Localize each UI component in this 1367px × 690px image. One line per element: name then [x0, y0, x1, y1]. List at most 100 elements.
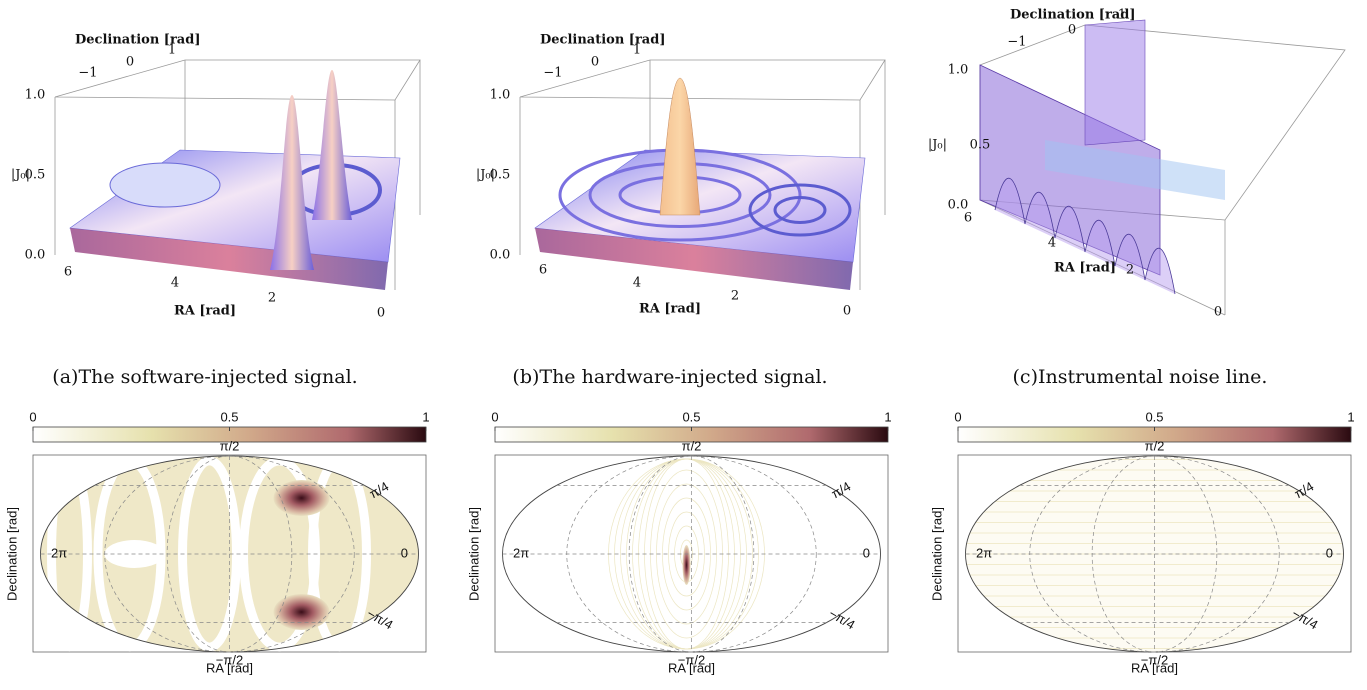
tick-label: 0 [1068, 23, 1076, 38]
tick-label: 1 [633, 43, 641, 58]
ripple [1024, 191, 1056, 239]
ring [109, 162, 221, 208]
ripple [1084, 219, 1116, 267]
lat-label: π/2 [682, 438, 702, 453]
colorbar-label: 0.5 [1145, 409, 1163, 424]
axis-label: Declination [rad] [540, 33, 665, 48]
tick-label: 6 [64, 265, 72, 280]
lon-label: 0 [401, 545, 408, 560]
contour [668, 511, 705, 597]
ripple [1054, 205, 1086, 253]
colorbar-label: 1 [884, 409, 891, 424]
colorbar-label: 0 [29, 409, 36, 424]
tick-label: −1 [1007, 35, 1026, 50]
tick-label: 0.0 [490, 248, 511, 263]
lat-label: π/2 [220, 438, 240, 453]
axis-label: Declination [rad] [75, 33, 200, 48]
tick-label: 0 [843, 304, 851, 319]
colorbar-label: 1 [1347, 409, 1354, 424]
tick-label: 1 [1118, 8, 1126, 23]
lon-label: 2π [513, 545, 529, 560]
caption: (a)The software-injected signal. [52, 366, 357, 388]
tick-label: 0 [1214, 305, 1222, 320]
tick-label: 0 [377, 306, 385, 321]
box-edge [519, 59, 886, 101]
lon-label: 2π [976, 545, 992, 560]
axis-label: |J₀| [928, 138, 947, 153]
colorbar-label: 0 [491, 409, 498, 424]
axis-label: RA [rad] [639, 302, 701, 317]
caption: (c)Instrumental noise line. [1013, 366, 1268, 388]
tick-label: 2 [731, 289, 739, 304]
ripple [1144, 247, 1176, 295]
peak [659, 77, 701, 216]
panel-3d: Declination [rad] −1 0 1 1.0 0.5 0.0 |J₀| 6 4 2 0 RA… [928, 8, 1346, 388]
caption: (b)The hardware-injected signal. [512, 366, 827, 388]
lon-label: 2π [51, 545, 67, 560]
lon-label: 0 [1326, 545, 1333, 560]
tick-label: 0.5 [490, 168, 511, 183]
colorbar-label: 0.5 [220, 409, 238, 424]
tick-label: 2 [1126, 263, 1134, 278]
tick-label: 0 [591, 55, 599, 70]
lon-label: 0 [863, 545, 870, 560]
y-axis-label: Declination [rad] [466, 507, 481, 601]
tick-label: 1.0 [948, 63, 969, 78]
box-edge [54, 59, 421, 101]
x-axis-label: RA [rad] [206, 660, 253, 675]
colorbar-label: 0.5 [682, 409, 700, 424]
tick-label: 0 [126, 55, 134, 70]
tick-label: 1.0 [490, 88, 511, 103]
panel-3d: Declination [rad] −1 0 1 1.0 0.5 0.0 |J₀| 6 4 2 0 RA… [11, 33, 421, 388]
contour-band [308, 456, 371, 652]
tick-label: 2 [268, 291, 276, 306]
ripple [1114, 233, 1146, 281]
axis-label: RA [rad] [174, 304, 236, 319]
colorbar-label: 1 [422, 409, 429, 424]
tick-label: 0.5 [970, 138, 991, 153]
y-axis-label: Declination [rad] [4, 507, 19, 601]
tick-label: 4 [171, 276, 179, 291]
plane [1084, 19, 1146, 146]
colorbar-label: 0 [954, 409, 961, 424]
surface-front [535, 228, 853, 290]
lat-label: −π/2 [678, 652, 705, 667]
lat-label: −π/2 [1141, 652, 1168, 667]
tick-label: −1 [78, 66, 97, 81]
axis-label: Declination [rad] [1010, 8, 1135, 23]
hotspot [273, 480, 330, 516]
peak [270, 95, 314, 270]
y-axis-label: Declination [rad] [929, 507, 944, 601]
x-axis-label: RA [rad] [668, 660, 715, 675]
hotspot [682, 545, 691, 585]
tick-label: 1 [168, 43, 176, 58]
tick-label: 4 [633, 276, 641, 291]
ring [773, 196, 827, 224]
contour [662, 497, 711, 611]
x-axis-label: RA [rad] [1131, 660, 1178, 675]
tick-label: 0.5 [25, 168, 46, 183]
tick-label: 4 [1048, 236, 1056, 251]
tick-label: 6 [964, 211, 972, 226]
lat-label: π/2 [1145, 438, 1165, 453]
lat-label: −π/2 [216, 652, 243, 667]
axis-label: RA [rad] [1054, 261, 1116, 276]
tick-label: −1 [543, 66, 562, 81]
ring [748, 183, 852, 237]
band [1045, 140, 1225, 200]
tick-label: 0.0 [25, 248, 46, 263]
ripple [994, 177, 1026, 225]
tick-label: 6 [539, 263, 547, 278]
panel-3d: Declination [rad] −1 0 1 1.0 0.5 0.0 |J₀| 6 4 2 0 RA… [476, 33, 886, 388]
axis-label: |J₀| [11, 168, 30, 183]
surface-front [70, 228, 388, 290]
axis-label: |J₀| [476, 168, 495, 183]
hotspot [273, 594, 330, 630]
tick-label: 1.0 [25, 88, 46, 103]
peak [312, 70, 352, 220]
tick-label: 0.0 [948, 198, 969, 213]
